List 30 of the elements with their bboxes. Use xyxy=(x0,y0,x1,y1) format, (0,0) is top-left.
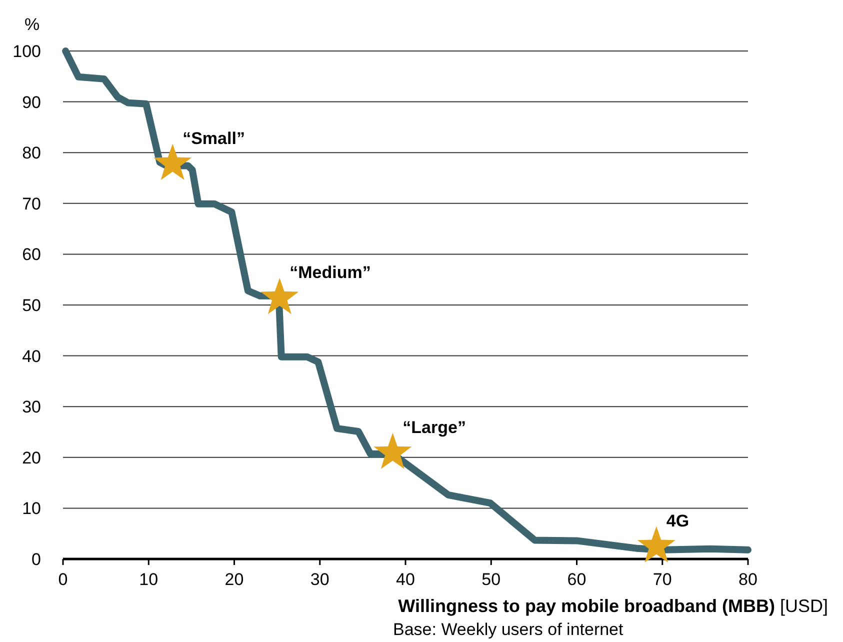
text: Base: Weekly users of internet xyxy=(393,620,624,639)
x-tick-label: 0 xyxy=(58,570,68,589)
x-tick-label: 70 xyxy=(652,570,672,589)
annotation: “Large” xyxy=(402,418,466,437)
y-tick-label: 100 xyxy=(12,42,41,61)
point xyxy=(154,144,192,180)
annotation: 4G xyxy=(666,511,690,530)
x-tick-label: 20 xyxy=(224,570,244,589)
y-tick-label: 30 xyxy=(22,398,41,417)
y-tick-label: 60 xyxy=(22,245,41,264)
y-tick-label: 20 xyxy=(22,448,41,468)
annotation: “Medium” xyxy=(290,262,371,282)
x-axis-title: Willingness to pay mobile broadband (MBB) [USD] xyxy=(398,596,828,616)
y-tick-label: 80 xyxy=(22,144,41,163)
y-tick-label: 70 xyxy=(22,194,41,214)
x-tick-label: 40 xyxy=(396,570,415,589)
x-tick-label: 10 xyxy=(139,570,158,589)
point xyxy=(637,526,676,562)
x-tick-label: 30 xyxy=(310,570,330,589)
x-tick-label: 50 xyxy=(482,570,501,589)
y-tick-label: 10 xyxy=(22,499,41,518)
x-tick-label: 80 xyxy=(738,570,758,589)
y-tick-label: 0 xyxy=(32,550,41,569)
y-tick-label: 50 xyxy=(22,296,41,315)
y-tick-label: 90 xyxy=(22,92,41,112)
y-tick-label: 40 xyxy=(22,346,41,366)
annotation: “Small” xyxy=(182,128,245,148)
y-axis-title: % xyxy=(24,15,40,34)
point xyxy=(260,278,299,314)
x-tick-label: 60 xyxy=(567,570,586,589)
